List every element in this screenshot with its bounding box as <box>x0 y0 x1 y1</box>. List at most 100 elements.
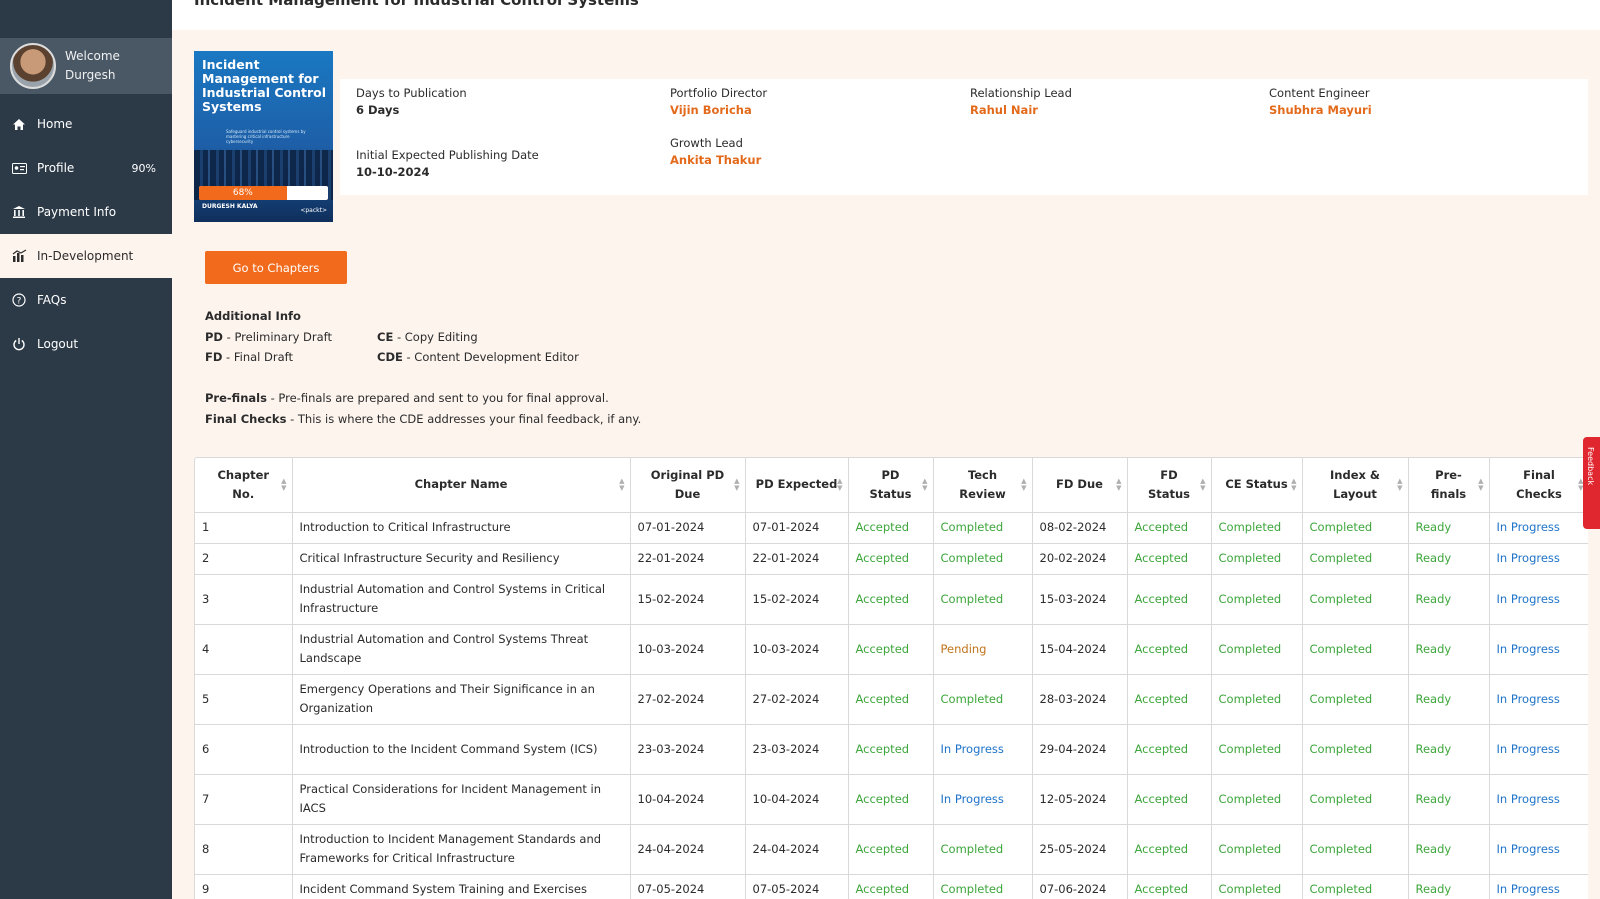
book-cover: Incident Management for Industrial Contr… <box>194 51 333 222</box>
welcome-panel: Welcome Durgesh <box>0 38 172 94</box>
sort-icon[interactable]: ▲ ▼ <box>1478 476 1484 492</box>
chapter-name-cell: Critical Infrastructure Security and Res… <box>292 543 631 575</box>
home-icon <box>11 116 27 132</box>
column-header[interactable]: PD Status ▲ ▼ <box>848 458 934 513</box>
column-header[interactable]: Pre-finals ▲ ▼ <box>1408 458 1490 513</box>
table-cell: Ready <box>1408 824 1490 875</box>
column-header-label: Tech Review <box>959 467 1006 501</box>
table-row[interactable]: 6 Introduction to the Incident Command Sy… <box>195 724 1588 775</box>
chapter-name-cell: Incident Command System Training and Exe… <box>292 874 631 899</box>
table-cell: Accepted <box>1127 874 1212 899</box>
column-header[interactable]: Original PD Due ▲ ▼ <box>630 458 746 513</box>
table-cell: 22-01-2024 <box>630 543 746 575</box>
column-header[interactable]: FD Due ▲ ▼ <box>1032 458 1128 513</box>
initial-publishing-date: Initial Expected Publishing Date 10-10-2… <box>356 148 539 179</box>
table-cell: Completed <box>1302 874 1409 899</box>
table-cell: 23-03-2024 <box>745 724 849 775</box>
table-row[interactable]: 1 Introduction to Critical Infrastructure… <box>195 512 1588 544</box>
table-cell: Completed <box>933 674 1033 725</box>
column-header[interactable]: FD Status ▲ ▼ <box>1127 458 1212 513</box>
column-header[interactable]: Index & Layout ▲ ▼ <box>1302 458 1409 513</box>
column-header[interactable]: Final Checks ▲ ▼ <box>1489 458 1588 513</box>
chapter-number-cell: 6 <box>195 724 293 775</box>
go-to-chapters-button[interactable]: Go to Chapters <box>205 251 347 284</box>
table-cell: Completed <box>1302 774 1409 825</box>
sort-icon[interactable]: ▲ ▼ <box>1116 476 1122 492</box>
days-to-publication: Days to Publication 6 Days <box>356 86 467 117</box>
feedback-tab[interactable]: Feedback <box>1583 437 1600 529</box>
sort-icon[interactable]: ▲ ▼ <box>619 476 625 492</box>
table-cell: Ready <box>1408 543 1490 575</box>
table-row[interactable]: 4 Industrial Automation and Control Syste… <box>195 624 1588 675</box>
sidebar-item-payment[interactable]: Payment Info <box>0 190 172 234</box>
table-cell: Ready <box>1408 674 1490 725</box>
sort-icon[interactable]: ▲ ▼ <box>281 476 287 492</box>
sort-icon[interactable]: ▲ ▼ <box>1200 476 1206 492</box>
legend-cde: CDE - Content Development Editor <box>377 350 579 364</box>
column-header[interactable]: CE Status ▲ ▼ <box>1211 458 1303 513</box>
chapter-name-cell: Industrial Automation and Control System… <box>292 574 631 625</box>
table-cell: 12-05-2024 <box>1032 774 1128 825</box>
sort-icon[interactable]: ▲ ▼ <box>1397 476 1403 492</box>
table-row[interactable]: 9 Incident Command System Training and Ex… <box>195 874 1588 899</box>
sidebar-item-faqs[interactable]: ? FAQs <box>0 278 172 322</box>
column-header-label: PD Expected <box>755 477 838 492</box>
sidebar-item-label: Home <box>37 117 73 131</box>
table-cell: Ready <box>1408 624 1490 675</box>
column-header-label: Chapter No. <box>217 467 270 501</box>
legend-ce: CE - Copy Editing <box>377 329 478 344</box>
sidebar-item-profile[interactable]: Profile 90% <box>0 146 172 190</box>
table-cell: 27-02-2024 <box>745 674 849 725</box>
table-cell: Accepted <box>1127 724 1212 775</box>
column-header[interactable]: Tech Review ▲ ▼ <box>933 458 1033 513</box>
avatar[interactable] <box>10 43 56 89</box>
table-cell: 10-03-2024 <box>630 624 746 675</box>
table-cell: Completed <box>1302 543 1409 575</box>
cover-subtitle: Safeguard industrial control systems by … <box>226 129 306 144</box>
table-cell: 10-04-2024 <box>745 774 849 825</box>
chapter-number-cell: 7 <box>195 774 293 825</box>
table-row[interactable]: 5 Emergency Operations and Their Signific… <box>195 674 1588 725</box>
column-header[interactable]: Chapter No. ▲ ▼ <box>195 458 293 513</box>
chapter-name-cell: Introduction to Incident Management Stan… <box>292 824 631 875</box>
table-cell: Completed <box>1302 574 1409 625</box>
table-row[interactable]: 3 Industrial Automation and Control Syste… <box>195 574 1588 625</box>
sort-icon[interactable]: ▲ ▼ <box>1578 476 1584 492</box>
sort-icon[interactable]: ▲ ▼ <box>734 476 740 492</box>
sort-icon[interactable]: ▲ ▼ <box>837 476 843 492</box>
table-row[interactable]: 8 Introduction to Incident Management Sta… <box>195 824 1588 875</box>
book-progress-bar: 68% <box>199 186 328 200</box>
table-cell: Completed <box>1211 574 1303 625</box>
table-cell: Completed <box>1211 774 1303 825</box>
content-engineer-link[interactable]: Shubhra Mayuri <box>1269 103 1372 117</box>
growth-lead-link[interactable]: Ankita Thakur <box>670 153 762 167</box>
column-header[interactable]: Chapter Name ▲ ▼ <box>292 458 631 513</box>
table-cell: 07-06-2024 <box>1032 874 1128 899</box>
sort-icon[interactable]: ▲ ▼ <box>922 476 928 492</box>
chapter-name-cell: Industrial Automation and Control System… <box>292 624 631 675</box>
sidebar-item-in-development[interactable]: In-Development <box>0 234 172 278</box>
column-header-label: Pre-finals <box>1430 467 1467 501</box>
table-cell: 22-01-2024 <box>745 543 849 575</box>
table-cell: In Progress <box>1489 512 1588 544</box>
power-icon <box>11 336 27 352</box>
relationship-lead-link[interactable]: Rahul Nair <box>970 103 1038 117</box>
table-cell: In Progress <box>1489 624 1588 675</box>
id-card-icon <box>11 160 27 176</box>
table-cell: Accepted <box>1127 674 1212 725</box>
column-header[interactable]: PD Expected ▲ ▼ <box>745 458 849 513</box>
sidebar-item-label: FAQs <box>37 293 67 307</box>
table-row[interactable]: 2 Critical Infrastructure Security and Re… <box>195 543 1588 575</box>
sidebar-logo-area <box>0 0 172 38</box>
sidebar-item-home[interactable]: Home <box>0 102 172 146</box>
legend-pd: PD - Preliminary Draft <box>205 329 333 344</box>
table-cell: 07-01-2024 <box>630 512 746 544</box>
sort-icon[interactable]: ▲ ▼ <box>1021 476 1027 492</box>
sort-icon[interactable]: ▲ ▼ <box>1291 476 1297 492</box>
table-cell: 07-01-2024 <box>745 512 849 544</box>
portfolio-director-link[interactable]: Vijin Boricha <box>670 103 752 117</box>
table-cell: In Progress <box>1489 824 1588 875</box>
sidebar-item-logout[interactable]: Logout <box>0 322 172 366</box>
table-cell: 15-04-2024 <box>1032 624 1128 675</box>
table-row[interactable]: 7 Practical Considerations for Incident M… <box>195 774 1588 825</box>
